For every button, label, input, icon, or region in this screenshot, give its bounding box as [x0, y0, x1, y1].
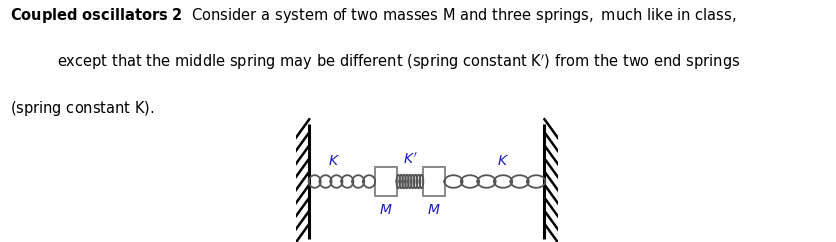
Text: $M$: $M$ [426, 203, 441, 217]
Text: $\rm{(spring\ constant\ }K\rm{).}$: $\rm{(spring\ constant\ }K\rm{).}$ [10, 99, 155, 118]
Text: $K'$: $K'$ [402, 152, 416, 167]
Text: $\bf{Coupled\ oscillators\ 2}$$\rm{\ \ Consider\ a\ system\ of\ two\ masses\ }M\: $\bf{Coupled\ oscillators\ 2}$$\rm{\ \ C… [10, 6, 736, 25]
Text: $M$: $M$ [379, 203, 392, 217]
Bar [422, 167, 445, 196]
Text: $K$: $K$ [496, 154, 508, 168]
Text: $\rm{except\ that\ the\ middle\ spring\ may\ be\ different\ (spring\ constant\ }: $\rm{except\ that\ the\ middle\ spring\ … [57, 52, 740, 72]
Text: $K$: $K$ [328, 154, 339, 168]
Bar [375, 167, 396, 196]
